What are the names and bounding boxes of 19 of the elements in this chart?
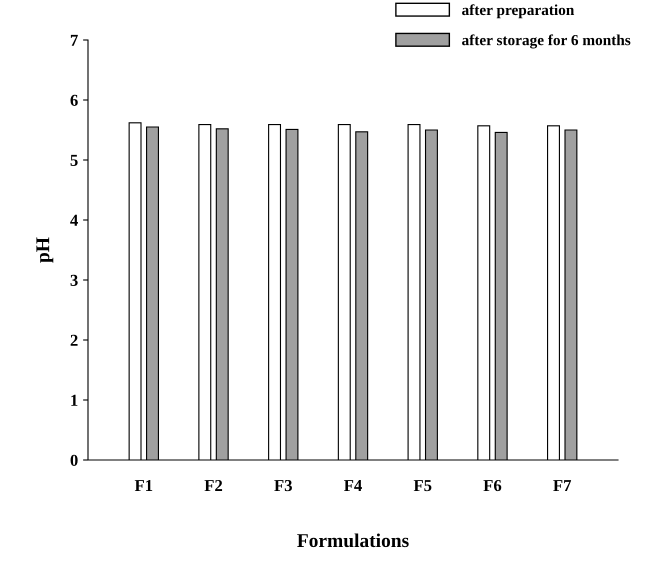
x-axis-title: Formulations — [297, 533, 409, 548]
legend-label: after preparation — [462, 4, 574, 18]
x-tick-label: F1 — [134, 480, 152, 492]
y-tick-label: 3 — [70, 274, 78, 286]
y-tick-label: 5 — [70, 154, 78, 166]
y-axis-title: pH — [36, 237, 54, 263]
x-tick-label: F6 — [484, 480, 502, 492]
x-tick-label: F4 — [344, 480, 362, 492]
x-tick-label: F2 — [204, 480, 222, 492]
y-tick-label: 1 — [71, 394, 78, 406]
legend-label: after storage for 6 months — [462, 34, 630, 48]
y-tick-label: 7 — [70, 34, 78, 46]
y-tick-label: 4 — [70, 214, 78, 226]
y-tick-label: 2 — [70, 334, 78, 346]
y-tick-label: 0 — [70, 454, 78, 466]
x-tick-label: F7 — [553, 480, 572, 492]
x-tick-label: F5 — [414, 480, 432, 492]
x-tick-label: F3 — [274, 480, 292, 492]
y-tick-label: 6 — [70, 94, 78, 106]
